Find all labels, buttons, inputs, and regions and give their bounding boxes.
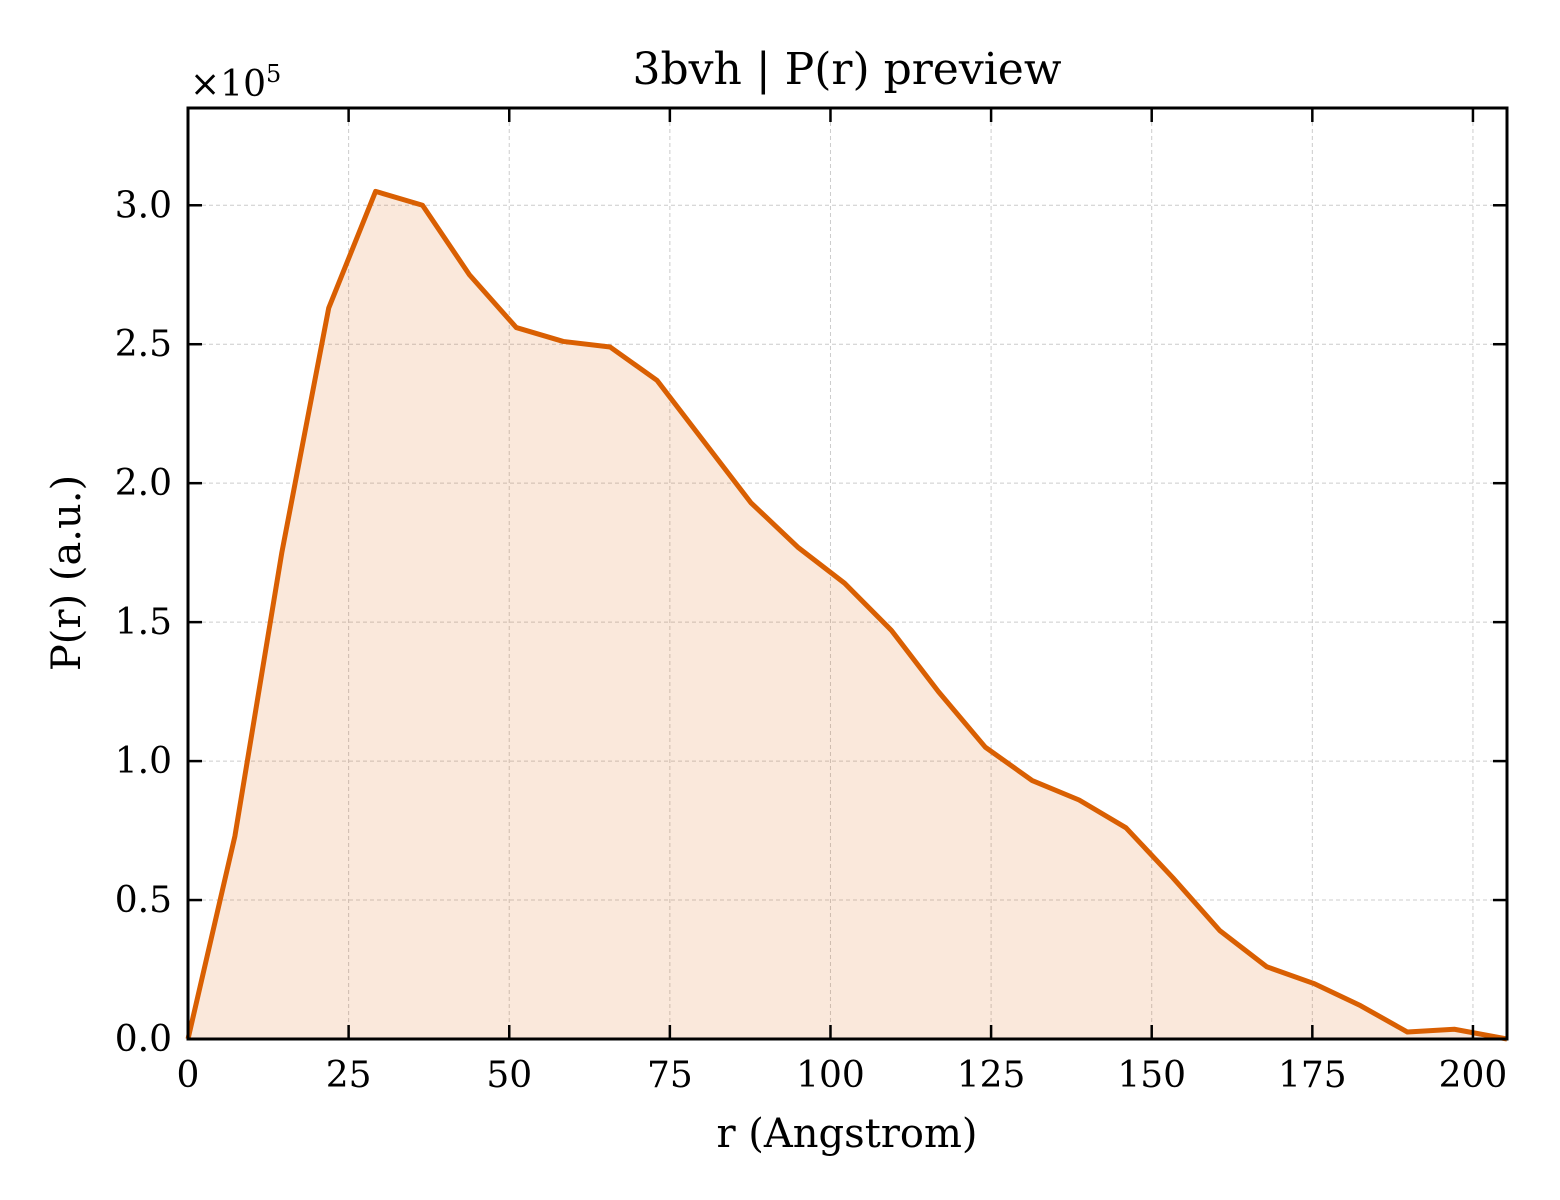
y-tick-label: 1.5 [115,602,172,643]
x-tick-label: 75 [647,1055,693,1096]
x-tick-label: 200 [1439,1055,1508,1096]
x-tick-label: 0 [177,1055,200,1096]
pr-area-fill [188,191,1507,1039]
y-multiplier-exponent: 5 [266,60,281,88]
area-layer [185,188,1508,1042]
y-axis-multiplier: ×105 [190,60,281,105]
y-tick-label: 2.5 [115,324,172,365]
y-tick-label: 3.0 [115,185,172,226]
y-axis-label: P(r) (a.u.) [44,475,90,671]
axis-ticks: 0 25 50 75 100 125 150 175 200 0.0 0.5 1.0 1.5 2.0 2.5… [115,108,1508,1096]
x-tick-label: 175 [1278,1055,1347,1096]
y-multiplier-base: ×10 [190,64,266,105]
x-tick-label: 25 [326,1055,372,1096]
x-axis-label: r (Angstrom) [716,1111,977,1157]
y-tick-label: 0.5 [115,880,172,921]
x-tick-label: 100 [796,1055,865,1096]
y-tick-label: 0.0 [115,1019,172,1060]
x-tick-label: 125 [957,1055,1026,1096]
pr-line [185,188,1508,1042]
plot-frame [186,106,1509,1041]
grid-lines [188,108,1507,1039]
y-tick-label: 2.0 [115,463,172,504]
x-tick-label: 150 [1117,1055,1186,1096]
y-tick-label: 1.0 [115,741,172,782]
x-tick-label: 50 [486,1055,532,1096]
chart-title: 3bvh | P(r) preview [633,44,1062,95]
